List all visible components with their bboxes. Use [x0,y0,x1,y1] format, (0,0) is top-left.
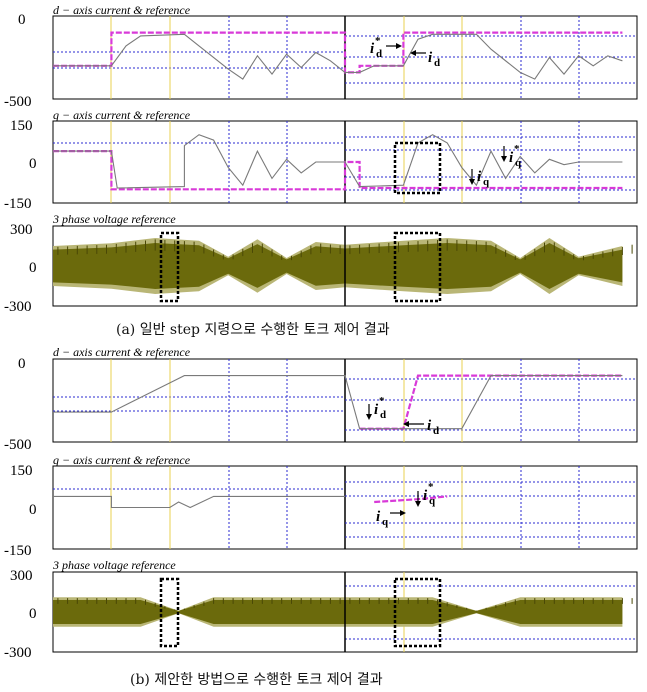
svg-text:i: i [376,509,381,525]
panel-b2: q − axis current & reference 150 0 -150 [4,453,638,559]
panel-b3-highlight-box-left [159,577,180,648]
panel-a2-highlight-box [393,141,442,195]
panel-a1: d − axis current & reference 0 -500 [4,3,638,110]
svg-text:q: q [515,157,522,169]
caption-a: (a) 일반 step 지령으로 수행한 토크 제어 결과 [116,322,390,338]
svg-text:i: i [428,50,433,66]
panel-b2-gridlines [53,466,637,549]
svg-text:d: d [433,425,439,437]
svg-text:*: * [428,481,434,493]
panel-a1-title: d − axis current & reference [53,3,191,17]
panel-a1-ytick-top: 0 [18,12,26,28]
svg-text:i: i [370,41,375,57]
panel-a1-ytick-bottom: -500 [4,94,32,110]
arrow-head-icon [400,510,406,516]
panel-a3: 3 phase voltage reference 300 0 -300 [4,212,638,315]
panel-a2-ytick-mid: 0 [29,156,37,172]
arrow-head-icon [415,501,421,507]
panel-a2-title: q − axis current & reference [53,108,191,122]
panel-a3-highlight-box-left [159,231,180,303]
panel-b1-ytick-top: 0 [18,356,26,372]
panel-a3-ytick-bottom: -300 [4,299,32,315]
svg-text:q: q [382,516,389,528]
b1-series-actual [53,375,623,430]
b2-series-actual [53,495,345,509]
annotation-a-q-act: i q [469,169,490,188]
svg-text:i: i [374,402,379,418]
a3-voltage-band [53,243,623,289]
svg-text:q: q [483,176,490,188]
annotation-a-d-act: i d [410,50,440,69]
panel-b1: d − axis current & reference 0 -500 [4,345,638,453]
annotation-b-d-act: i d [403,418,439,437]
annotation-b-d-ref: i * d [366,395,386,421]
panel-a3-title: 3 phase voltage reference [52,212,176,226]
panel-b3-ytick-bottom: -300 [4,645,32,661]
panel-a1-gridlines [53,16,637,99]
panel-a3-series [53,238,633,294]
annotation-b-q-act: i q [376,509,406,528]
panel-b1-title: d − axis current & reference [53,345,191,359]
arrow-head-icon [396,43,402,49]
arrow-head-icon [469,179,475,185]
panel-b3-highlight-box-right [393,577,442,648]
arrow-head-icon [403,421,409,427]
panel-a3-ytick-top: 300 [10,222,33,238]
panel-b2-ytick-bottom: -150 [4,543,32,559]
annotation-a-d-ref: i * d [370,35,402,60]
panel-a2: q − axis current & reference 150 0 -150 [4,108,638,212]
panel-b2-ytick-mid: 0 [29,502,37,518]
svg-text:d: d [380,409,386,421]
panel-b1-ytick-bottom: -500 [4,437,32,453]
annotation-b-q-ref: i * q [415,481,436,507]
svg-text:i: i [423,488,428,504]
panel-b3-title: 3 phase voltage reference [52,558,176,572]
svg-text:*: * [514,143,520,155]
arrow-head-icon [410,50,416,56]
svg-text:i: i [477,169,482,185]
caption-b: (b) 제안한 방법으로 수행한 토크 제어 결과 [130,672,383,688]
a2-series-reference [53,150,623,191]
panel-b1-series [53,374,623,430]
svg-text:q: q [429,495,436,507]
panel-b3-series [53,597,633,627]
a1-series-actual [53,33,623,80]
panel-a2-ytick-bottom: -150 [4,196,32,212]
panel-a1-series [53,31,623,80]
panel-b2-ytick-top: 150 [10,463,33,479]
panel-b3-ytick-mid: 0 [29,606,37,622]
panel-a3-highlight-box-right [393,231,442,303]
panel-a2-ytick-top: 150 [10,118,33,134]
panel-a3-ytick-mid: 0 [29,260,37,276]
panel-b3-ytick-top: 300 [10,568,33,584]
arrow-head-icon [366,414,372,420]
b3-voltage-band [53,600,623,624]
panel-a2-series [53,134,623,191]
svg-text:d: d [434,57,440,69]
svg-text:*: * [379,395,385,407]
panel-a2-gridlines [53,121,637,203]
svg-text:*: * [375,35,381,47]
arrow-head-icon [501,156,507,162]
svg-text:i: i [427,418,432,434]
panel-b3: 3 phase voltage reference 300 0 -300 [4,558,638,661]
panel-b2-title: q − axis current & reference [53,453,191,467]
svg-text:d: d [376,48,382,60]
a2-series-actual [53,134,623,189]
annotation-a-q-ref: i * q [501,143,522,169]
svg-text:i: i [509,150,514,166]
panel-b1-gridlines [53,359,637,442]
